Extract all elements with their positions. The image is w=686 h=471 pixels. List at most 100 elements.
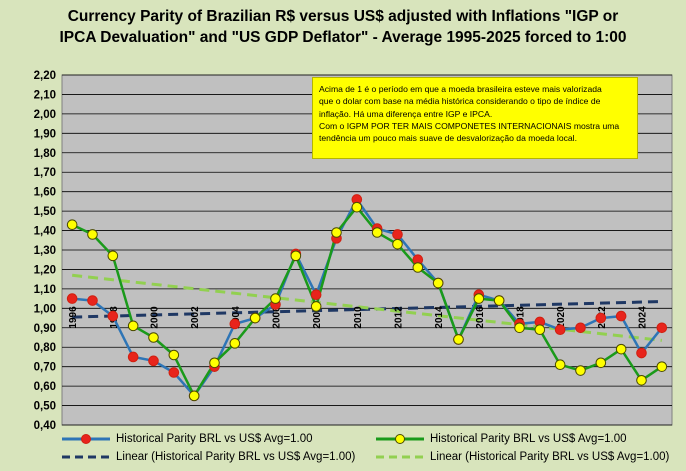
series-1-point: [310, 289, 322, 301]
y-tick-label: 1,90: [34, 128, 56, 140]
x-tick-label: 2000: [150, 306, 161, 329]
series-1-point: [392, 229, 403, 240]
x-tick-label: 2004: [231, 306, 242, 329]
y-tick-label: 1,10: [34, 284, 56, 296]
x-tick-label: 2018: [516, 306, 527, 329]
series-2-point: [534, 324, 546, 336]
legend: Historical Parity BRL vs US$ Avg=1.00 Hi…: [60, 428, 670, 468]
y-tick-label: 1,60: [34, 187, 56, 199]
legend-label-series-1: Historical Parity BRL vs US$ Avg=1.00: [116, 433, 313, 445]
legend-swatch-trend-2: [376, 455, 424, 459]
series-1-point: [554, 324, 566, 336]
series-2-point: [615, 343, 627, 355]
y-tick-label: 1,20: [34, 264, 56, 276]
chart-title-line-2: IPCA Devaluation" and "US GDP Deflator" …: [59, 29, 627, 46]
x-tick-label: 2016: [475, 306, 486, 329]
series-2-point: [473, 293, 485, 304]
legend-label-trend-1: Linear (Historical Parity BRL vs US$ Avg…: [116, 451, 356, 463]
series-2-point: [636, 374, 647, 386]
trendline-2: [72, 273, 662, 342]
series-2-point: [290, 250, 302, 262]
legend-label-series-2: Historical Parity BRL vs US$ Avg=1.00: [430, 433, 627, 445]
y-tick-label: 2,10: [34, 89, 56, 101]
series-2-point: [229, 338, 241, 349]
series-2-point: [87, 229, 98, 240]
y-tick-label: 2,00: [34, 109, 56, 121]
x-tick-label: 2012: [394, 306, 405, 329]
annotation-box: Acima de 1 é o período em que a moeda br…: [312, 77, 638, 159]
legend-swatch-series-1: [62, 434, 110, 444]
x-tick-label: 2024: [638, 306, 649, 329]
y-tick-label: 0,50: [34, 401, 56, 413]
series-2-point: [371, 227, 383, 238]
series-1-point: [168, 367, 180, 378]
series-2-point: [209, 357, 220, 369]
y-tick-label: 1,80: [34, 148, 56, 160]
series-2-point: [351, 201, 363, 213]
series-2-point: [148, 332, 159, 343]
x-tick-label: 2006: [272, 306, 283, 329]
y-tick-label: 0,90: [34, 323, 56, 335]
y-tick-label: 0,40: [34, 420, 56, 432]
series-1-point: [229, 318, 241, 330]
legend-swatch-series-2: [376, 434, 424, 444]
legend-item-series-2: Historical Parity BRL vs US$ Avg=1.00: [374, 430, 627, 448]
series-2-point: [595, 357, 607, 369]
annotation-line: tendência um pouco mais suave de desvalo…: [319, 133, 577, 144]
legend-item-trend-2: Linear (Historical Parity BRL vs US$ Avg…: [374, 448, 669, 466]
y-tick-label: 2,20: [34, 70, 56, 82]
series-1-point: [656, 322, 668, 334]
series-2-point: [270, 293, 281, 304]
legend-item-trend-1: Linear (Historical Parity BRL vs US$ Avg…: [60, 448, 355, 466]
series-1-point: [87, 295, 98, 306]
legend-item-series-1: Historical Parity BRL vs US$ Avg=1.00: [60, 430, 313, 448]
y-tick-label: 0,70: [34, 362, 56, 374]
chart-title: Currency Parity of Brazilian R$ versus U…: [40, 6, 646, 48]
series-2-point: [554, 359, 566, 371]
chart-title-line-1: Currency Parity of Brazilian R$ versus U…: [67, 8, 619, 25]
series-2-point: [432, 277, 444, 289]
series-1-point: [636, 347, 647, 359]
series-1-point: [148, 355, 159, 367]
y-tick-label: 1,50: [34, 206, 56, 218]
series-2-point: [331, 227, 342, 238]
series-1-point: [127, 351, 139, 363]
series-2-point: [188, 390, 200, 402]
series-2-point: [412, 262, 424, 273]
series-2-point: [66, 219, 78, 231]
series-2-point: [168, 349, 180, 361]
annotation-line: Acima de 1 é o período em que a moeda br…: [319, 84, 602, 94]
y-tick-label: 1,30: [34, 245, 56, 257]
y-tick-label: 0,60: [34, 381, 56, 393]
series-1-point: [107, 310, 119, 322]
series-2-point: [575, 365, 586, 376]
x-tick-label: 2002: [190, 306, 201, 329]
x-tick-label: 2020: [556, 306, 567, 329]
series-2-point: [453, 334, 464, 345]
x-tick-label: 2010: [353, 306, 364, 329]
series-2-point: [127, 320, 139, 332]
series-1-point: [595, 312, 607, 324]
x-tick-label: 2014: [434, 306, 445, 329]
annotation-line: Com o IGPM POR TER MAIS COMPONETES INTER…: [319, 120, 620, 131]
series-2-point: [310, 301, 322, 312]
series-2-point: [107, 250, 119, 262]
series-2-point: [392, 238, 403, 250]
series-2-point: [514, 322, 525, 334]
series-1-point: [66, 293, 78, 304]
y-tick-label: 1,70: [34, 167, 56, 179]
legend-label-trend-2: Linear (Historical Parity BRL vs US$ Avg…: [430, 451, 670, 463]
annotation-line: inflação. Há uma diferença entre IGP e I…: [319, 108, 493, 119]
series-2-point: [493, 295, 505, 306]
y-tick-label: 0,80: [34, 342, 56, 354]
x-tick-label: 2008: [312, 306, 323, 329]
series-2-point: [656, 361, 668, 372]
x-tick-label: 1996: [68, 306, 79, 329]
series-2-point: [249, 312, 261, 324]
series-1-point: [575, 322, 586, 334]
series-1-point: [615, 310, 627, 322]
legend-swatch-trend-1: [62, 455, 110, 459]
annotation-line: que o dolar com base na média histórica …: [319, 96, 601, 107]
